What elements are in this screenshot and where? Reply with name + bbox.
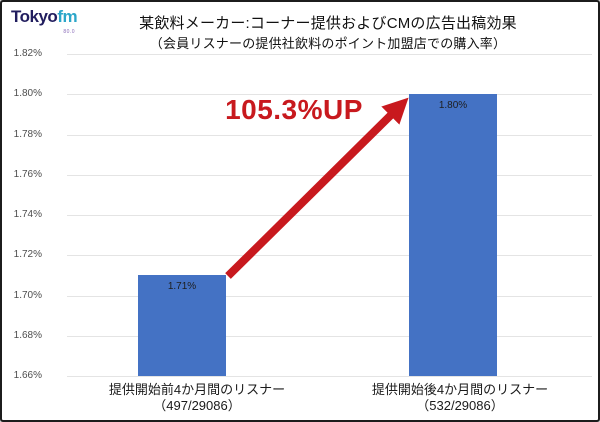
chart-subtitle: （会員リスナーの提供社飲料のポイント加盟店での購入率） — [149, 36, 507, 51]
gridline — [67, 215, 592, 216]
gridline — [67, 94, 592, 95]
gridline — [67, 336, 592, 337]
gridline — [67, 376, 592, 377]
bar-value-label: 1.80% — [438, 100, 468, 111]
gridline — [67, 296, 592, 297]
gridline — [67, 255, 592, 256]
y-axis-tick-label: 1.72% — [13, 249, 42, 260]
growth-annotation: 105.3%UP — [225, 94, 363, 125]
y-axis-tick-label: 1.78% — [13, 129, 42, 140]
bar — [409, 94, 497, 376]
y-axis-tick-label: 1.66% — [13, 370, 42, 381]
y-axis-tick-label: 1.70% — [13, 290, 42, 301]
logo-text-tokyo: Tokyo — [11, 7, 58, 26]
bar-value-label: 1.71% — [167, 281, 197, 292]
bar — [138, 275, 226, 376]
gridline — [67, 54, 592, 55]
y-axis-tick-label: 1.82% — [13, 48, 42, 59]
gridline — [67, 135, 592, 136]
y-axis-tick-label: 1.74% — [13, 209, 42, 220]
tokyofm-logo: Tokyofm 80.0 — [11, 7, 78, 41]
logo-text-fm: fm — [57, 7, 78, 26]
x-axis-category-label: 提供開始後4か月間のリスナー （532/29086） — [371, 382, 549, 413]
y-axis-tick-label: 1.76% — [13, 169, 42, 180]
gridline — [67, 175, 592, 176]
x-axis-category-label: 提供開始前4か月間のリスナー （497/29086） — [108, 382, 286, 413]
chart-title: 某飲料メーカー:コーナー提供およびCMの広告出稿効果 — [139, 15, 517, 32]
logo-tagline: 80.0 — [63, 29, 76, 35]
y-axis-tick-label: 1.68% — [13, 330, 42, 341]
y-axis-tick-label: 1.80% — [13, 88, 42, 99]
